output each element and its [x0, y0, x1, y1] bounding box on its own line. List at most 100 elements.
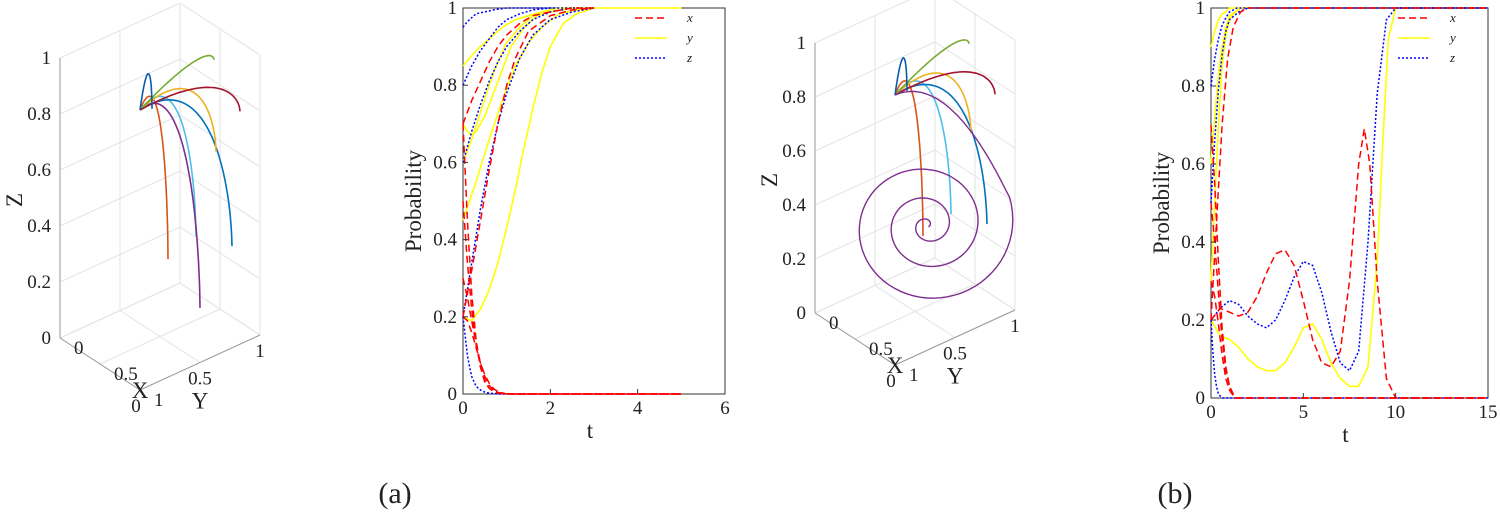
trajectory-line	[894, 80, 924, 237]
series-y-line	[462, 7, 682, 322]
z-axis-label: Z	[2, 193, 27, 207]
axis-line	[139, 334, 261, 391]
y-tick-label: 0.2	[433, 307, 457, 328]
z-tick-label: 0.8	[782, 87, 806, 108]
series-x-line	[1210, 128, 1488, 399]
x-tick-label: 4	[633, 398, 643, 419]
x-tick-label: 10	[1386, 402, 1405, 423]
axis-line	[894, 309, 1016, 366]
series-lines	[1210, 7, 1488, 399]
series-x-line	[1210, 7, 1488, 321]
trajectory-line	[894, 57, 908, 96]
series-x-line	[462, 316, 682, 395]
z-tick-label: 0.8	[27, 104, 51, 125]
y-tick-label: 0	[886, 371, 896, 392]
legend-label-x: x	[686, 10, 693, 25]
series-z-line	[462, 7, 573, 86]
panel-label-a: (a)	[378, 477, 411, 510]
series-x-line	[462, 278, 682, 395]
plot-frame	[462, 7, 726, 395]
x-tick-label: 1	[154, 390, 164, 411]
y-tick-label: 0	[448, 384, 458, 405]
series-y-line	[1210, 7, 1488, 48]
trajectory-line	[139, 86, 241, 112]
series-y-line	[1210, 7, 1488, 282]
series-x-line	[462, 7, 595, 317]
y-tick-label: 0	[1196, 388, 1206, 409]
grid-line	[874, 285, 956, 338]
series-x-line	[1210, 202, 1488, 399]
series-z-line	[462, 7, 595, 317]
z-tick-label: 1	[42, 48, 52, 69]
z-tick-label: 0.4	[27, 216, 51, 237]
trajectory-line	[139, 87, 217, 152]
panel-label-b: (b)	[1158, 477, 1193, 510]
trajectory-line	[894, 80, 952, 215]
axis-line	[814, 312, 896, 366]
panel-a-probability-plot: 0 2 4 6 0 0.2 0.4 0.6 0.8 1 t Probability xyz	[401, 0, 730, 443]
series-x-line	[462, 123, 682, 395]
z-tick-label: 0	[42, 328, 52, 349]
y-tick-label: 1	[1196, 0, 1206, 19]
series-x-line	[462, 200, 682, 395]
x-tick-label: 0	[1206, 402, 1216, 423]
trajectory-line	[139, 54, 215, 111]
y-axis-label: Probability	[1149, 151, 1174, 254]
x-tick-label: 2	[546, 398, 556, 419]
y-tick-label: 0.5	[188, 369, 212, 390]
trajectory-line	[894, 71, 996, 96]
y-tick-label: 0.6	[1181, 154, 1205, 175]
trajectory-line	[894, 83, 988, 225]
y-axis-label: Probability	[401, 149, 426, 252]
plot-frame	[1210, 7, 1489, 399]
y-axis-label: Y	[947, 364, 964, 389]
series-y-line	[1210, 7, 1488, 165]
series-z-line	[1210, 7, 1488, 372]
trajectory-line	[894, 39, 970, 96]
legend-label-x: x	[1449, 10, 1456, 25]
legend-label-z: z	[686, 50, 692, 65]
y-tick-label: 0	[131, 396, 141, 417]
z-tick-label: 1	[797, 33, 807, 54]
x-tick-label: 0.5	[114, 364, 138, 385]
series-z-line	[462, 7, 551, 28]
x-tick-label: 0.5	[869, 339, 893, 360]
y-tick-label: 0.4	[1181, 232, 1205, 253]
y-tick-label: 1	[1010, 316, 1020, 337]
series-y-line	[462, 7, 595, 221]
y-tick-label: 0.8	[1181, 76, 1205, 97]
trajectory-line	[858, 90, 1014, 299]
series-z-line	[1210, 7, 1488, 204]
y-tick-label: 0.8	[433, 75, 457, 96]
y-tick-label: 1	[448, 0, 458, 19]
z-tick-label: 0.6	[27, 160, 51, 181]
z-tick-label: 0.4	[782, 195, 806, 216]
series-y-line	[462, 7, 594, 137]
x-tick-label: 0	[458, 398, 468, 419]
y-tick-label: 0.6	[433, 152, 457, 173]
series-x-line	[1210, 280, 1488, 399]
z-tick-label: 0	[797, 303, 807, 324]
panel-b-probability-plot: 0 5 10 15 0 0.2 0.4 0.6 0.8 1 t Probability xyz	[1149, 0, 1498, 447]
trajectory-line	[139, 102, 201, 308]
series-lines	[462, 7, 682, 395]
x-axis-label: X	[887, 353, 904, 378]
x-tick-label: 0	[74, 338, 84, 359]
y-axis-label: Y	[192, 389, 209, 414]
series-y-line	[1210, 7, 1488, 388]
x-tick-label: 0	[829, 313, 839, 334]
series-y-line	[462, 7, 573, 163]
x-axis-label: t	[587, 418, 594, 443]
series-z-line	[462, 7, 594, 163]
trajectory-line	[139, 73, 153, 111]
x-tick-label: 6	[720, 398, 730, 419]
trajectory-line	[139, 95, 169, 260]
trajectory-line	[139, 99, 233, 247]
series-x-line	[462, 7, 594, 125]
series-z-line	[462, 316, 682, 395]
series-x-line	[1210, 124, 1488, 399]
y-tick-label: 1	[255, 341, 265, 362]
y-tick-label: 0.5	[943, 344, 967, 365]
